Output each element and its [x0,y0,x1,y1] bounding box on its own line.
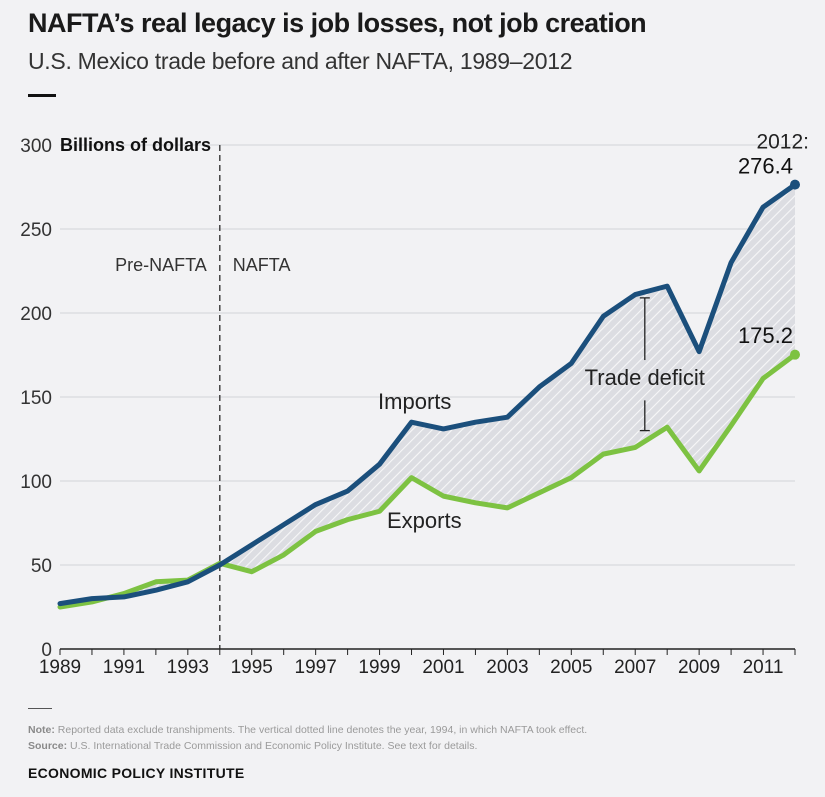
x-tick-label: 1989 [39,657,81,678]
exports-series-label: Exports [387,508,462,533]
source-text: U.S. International Trade Commission and … [70,740,478,752]
y-tick-label: 300 [20,136,52,157]
y-tick-label: 50 [31,556,52,577]
trade-deficit-label: Trade deficit [585,365,705,390]
note-text: Reported data exclude transhipments. The… [57,724,588,736]
y-axis-label: Billions of dollars [60,135,211,155]
y-tick-label: 200 [20,304,52,325]
page-title: NAFTA’s real legacy is job losses, not j… [28,8,647,38]
x-tick-label: 1993 [167,657,209,678]
exports-end-value: 175.2 [738,323,793,348]
x-tick-label: 2005 [550,657,592,678]
note-label: Note: [28,724,55,736]
y-tick-label: 0 [41,640,52,661]
imports-end-value: 276.4 [738,154,793,179]
title-rule [28,94,56,97]
x-tick-label: 2009 [678,657,720,678]
x-tick-label: 2001 [422,657,464,678]
x-tick-label: 1997 [295,657,337,678]
footnote: Note: Reported data exclude transhipment… [28,724,587,736]
series-lines [57,179,800,610]
source-label: Source: [28,740,68,752]
x-tick-label: 1991 [103,657,145,678]
imports-series-label: Imports [378,389,451,414]
page-subtitle: U.S. Mexico trade before and after NAFTA… [28,48,573,74]
x-tick-label: 1999 [358,657,400,678]
x-tick-label: 2007 [614,657,656,678]
imports-end-point [790,179,800,190]
source-line: Source: U.S. International Trade Commiss… [28,740,477,752]
organization-name: ECONOMIC POLICY INSTITUTE [28,765,245,781]
imports-line [57,182,798,607]
y-tick-label: 250 [20,220,52,241]
y-tick-label: 150 [20,388,52,409]
pre-nafta-label: Pre-NAFTA [115,255,207,275]
nafta-label: NAFTA [233,255,291,275]
x-tick-label: 1995 [231,657,273,678]
exports-line [57,352,798,610]
axes: 0 50 100 150 200 250 300 1989 1991 1993 1995 1997 19… [20,136,796,678]
footer-rule [28,708,52,709]
x-tick-label: 2011 [743,657,784,678]
trade-deficit-area [60,184,795,607]
trade-deficit-bracket [639,297,650,432]
exports-end-point [790,349,800,360]
end-year-label: 2012: [756,130,809,153]
line-chart: Pre-NAFTA NAFTA Trade deficit Imports Ex… [20,130,809,678]
y-tick-label: 100 [20,472,52,493]
x-tick-label: 2003 [486,657,528,678]
